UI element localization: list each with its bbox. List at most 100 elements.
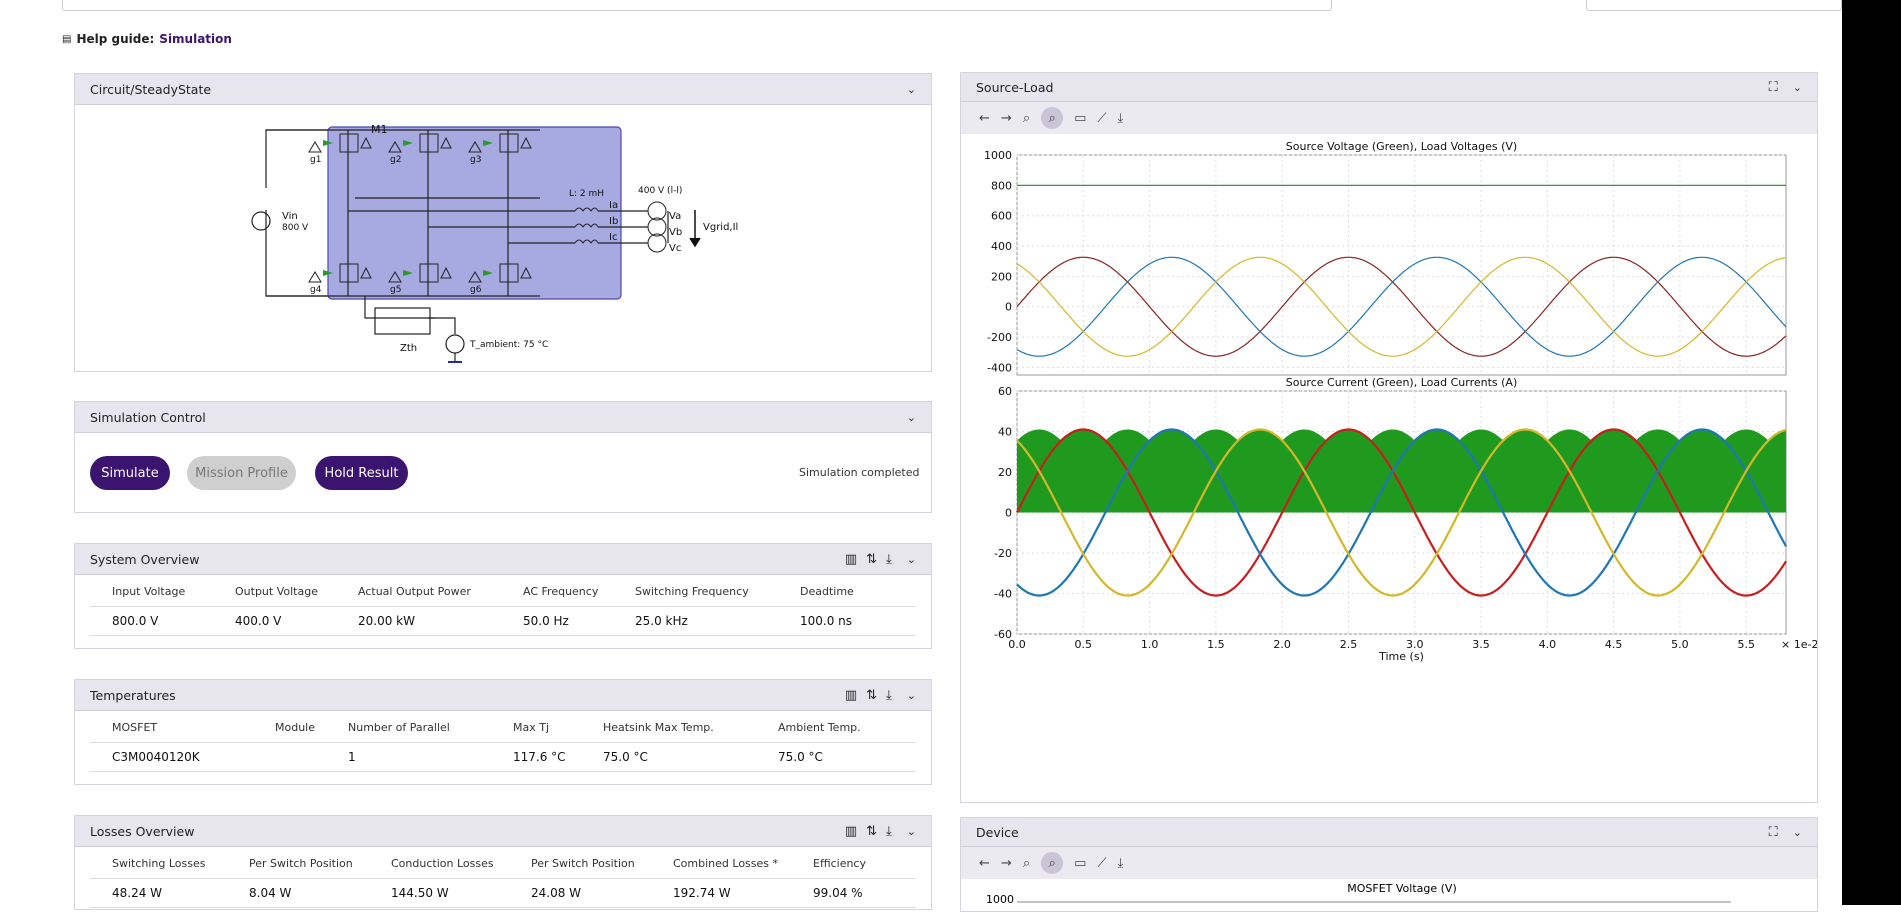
mission-profile-button[interactable]: Mission Profile xyxy=(187,456,296,490)
chart-title: MOSFET Voltage (V) xyxy=(1347,882,1457,895)
table-row: 800.0 V 400.0 V 20.00 kW 50.0 Hz 25.0 kHz 100… xyxy=(90,607,916,636)
save-icon[interactable]: ⤓ xyxy=(1117,855,1124,871)
svg-text:g2: g2 xyxy=(390,155,401,165)
svg-text:Zth: Zth xyxy=(400,343,417,354)
simulation-control-header[interactable]: Simulation Control ⌄ xyxy=(75,402,931,433)
back-icon[interactable]: ← xyxy=(979,110,990,126)
fullscreen-icon[interactable]: ⛶ xyxy=(1768,79,1778,95)
source-load-panel: Source-Load ⛶ ⌄ ← → ⌕ ⌕ ▭ ⟋ ⤓ Source Volt… xyxy=(960,72,1818,803)
losses-overview-table: Switching Losses Per Switch Position Condu… xyxy=(90,848,916,908)
chevron-down-icon[interactable]: ⌄ xyxy=(906,82,916,96)
x-tick-label: 3.0 xyxy=(1406,638,1424,651)
y-tick-label: 60 xyxy=(998,385,1012,398)
series-area xyxy=(1017,429,1786,513)
forward-icon[interactable]: → xyxy=(1000,110,1012,126)
device-header[interactable]: Device ⛶ ⌄ xyxy=(961,818,1817,847)
temperatures-table: MOSFET Module Number of Parallel Max Tj Heat… xyxy=(90,712,916,772)
plot-toolbar: ← → ⌕ ⌕ ▭ ⟋ ⤓ xyxy=(961,102,1817,134)
forward-icon[interactable]: → xyxy=(1000,855,1012,871)
subplots-icon[interactable]: ▭ xyxy=(1074,110,1087,126)
x-tick-label: 0.0 xyxy=(1008,638,1026,651)
mosfet-voltage-chart[interactable]: MOSFET Voltage (V) 1000 xyxy=(961,880,1817,910)
download-icon[interactable]: ⤓ xyxy=(886,823,892,839)
table-row: 48.24 W 8.04 W 144.50 W 24.08 W 192.74 W 99.0… xyxy=(90,879,916,908)
svg-text:Va: Va xyxy=(669,211,681,222)
x-tick-label: 0.5 xyxy=(1075,638,1093,651)
y-tick-label: 200 xyxy=(991,270,1012,283)
x-tick-label: 5.5 xyxy=(1737,638,1755,651)
circuit-panel: Circuit/SteadyState ⌄ xyxy=(74,73,932,372)
svg-text:Vc: Vc xyxy=(669,243,681,254)
source-load-chart[interactable]: Source Voltage (Green), Load Voltages (V… xyxy=(961,135,1817,803)
columns-icon[interactable]: ▥ xyxy=(844,687,858,703)
y-tick-label: 0 xyxy=(1005,301,1012,314)
chevron-down-icon[interactable]: ⌄ xyxy=(906,688,916,702)
chart-title: Source Current (Green), Load Currents (A… xyxy=(1286,376,1518,389)
svg-text:g6: g6 xyxy=(470,285,482,295)
svg-text:Ib: Ib xyxy=(609,216,618,227)
y-tick-label: -20 xyxy=(994,547,1012,560)
chevron-down-icon[interactable]: ⌄ xyxy=(906,824,916,838)
device-panel: Device ⛶ ⌄ ← → ⌕ ⌕ ▭ ⟋ ⤓ MOSFET Voltage (… xyxy=(960,817,1818,912)
y-tick-label: -60 xyxy=(994,628,1012,641)
pan-icon[interactable]: ⌕ xyxy=(1022,855,1031,871)
x-tick-label: 3.5 xyxy=(1472,638,1490,651)
plot-toolbar: ← → ⌕ ⌕ ▭ ⟋ ⤓ xyxy=(961,847,1817,879)
filter-icon[interactable]: ⇅ xyxy=(866,687,878,703)
table-row: C3M0040120K 1 117.6 °C 75.0 °C 75.0 °C xyxy=(90,743,916,772)
source-load-header[interactable]: Source-Load ⛶ ⌄ xyxy=(961,73,1817,102)
x-tick-label: 4.5 xyxy=(1605,638,1623,651)
columns-icon[interactable]: ▥ xyxy=(844,823,858,839)
pan-icon[interactable]: ⌕ xyxy=(1022,110,1031,126)
circuit-panel-header[interactable]: Circuit/SteadyState ⌄ xyxy=(75,74,931,105)
svg-text:L: 2 mH: L: 2 mH xyxy=(569,189,604,199)
losses-overview-header[interactable]: Losses Overview ▥ ⇅ ⤓ ⌄ xyxy=(75,816,931,847)
svg-text:M1: M1 xyxy=(371,123,388,136)
svg-text:T_ambient: 75 °C: T_ambient: 75 °C xyxy=(469,340,548,350)
system-overview-header[interactable]: System Overview ▥ ⇅ ⤓ ⌄ xyxy=(75,544,931,575)
y-tick-label: 600 xyxy=(991,210,1012,223)
chevron-down-icon[interactable]: ⌄ xyxy=(1792,80,1802,94)
x-tick-label: 1.0 xyxy=(1141,638,1159,651)
y-tick-label: 400 xyxy=(991,240,1012,253)
table-header-row: Switching Losses Per Switch Position Condu… xyxy=(90,848,916,879)
table-header-row: Input Voltage Output Voltage Actual Output… xyxy=(90,576,916,607)
zoom-icon[interactable]: ⌕ xyxy=(1041,107,1064,129)
chevron-down-icon[interactable]: ⌄ xyxy=(906,410,916,424)
top-tab-frame xyxy=(62,0,1332,11)
simulate-button[interactable]: Simulate xyxy=(90,456,170,490)
y-tick-label: 1000 xyxy=(986,893,1014,906)
chevron-down-icon[interactable]: ⌄ xyxy=(906,552,916,566)
y-tick-label: -200 xyxy=(987,331,1012,344)
filter-icon[interactable]: ⇅ xyxy=(866,823,878,839)
svg-text:800 V: 800 V xyxy=(282,223,309,233)
help-guide: ▤ Help guide: Simulation xyxy=(62,32,232,46)
y-tick-label: 40 xyxy=(998,426,1012,439)
hold-result-button[interactable]: Hold Result xyxy=(315,456,408,490)
series-line xyxy=(1016,428,1787,597)
help-guide-link[interactable]: Simulation xyxy=(159,32,232,46)
circuit-diagram: M1 g1 g2 g3 g4 g5 g6 Vin 800 V L: 2 mH 4… xyxy=(251,123,738,363)
y-tick-label: -40 xyxy=(994,588,1012,601)
download-icon[interactable]: ⤓ xyxy=(886,687,892,703)
zoom-icon[interactable]: ⌕ xyxy=(1041,852,1064,874)
inverter-block xyxy=(327,126,622,300)
subplots-icon[interactable]: ▭ xyxy=(1074,855,1087,871)
download-icon[interactable]: ⤓ xyxy=(886,551,892,567)
line-edit-icon[interactable]: ⟋ xyxy=(1097,110,1107,126)
chevron-down-icon[interactable]: ⌄ xyxy=(1792,825,1802,839)
y-tick-label: 1000 xyxy=(984,149,1012,162)
filter-icon[interactable]: ⇅ xyxy=(866,551,878,567)
temperatures-header[interactable]: Temperatures ▥ ⇅ ⤓ ⌄ xyxy=(75,680,931,711)
plot-area xyxy=(1016,154,1787,376)
x-axis-label: Time (s) xyxy=(1378,650,1424,663)
svg-text:Vgrid,Il: Vgrid,Il xyxy=(703,222,738,233)
back-icon[interactable]: ← xyxy=(979,855,990,871)
line-edit-icon[interactable]: ⟋ xyxy=(1097,855,1107,871)
x-scale-label: × 1e-2 xyxy=(1781,638,1817,651)
y-tick-label: -400 xyxy=(987,361,1012,374)
fullscreen-icon[interactable]: ⛶ xyxy=(1768,824,1778,840)
save-icon[interactable]: ⤓ xyxy=(1117,110,1124,126)
inductors xyxy=(574,201,667,253)
columns-icon[interactable]: ▥ xyxy=(844,551,858,567)
